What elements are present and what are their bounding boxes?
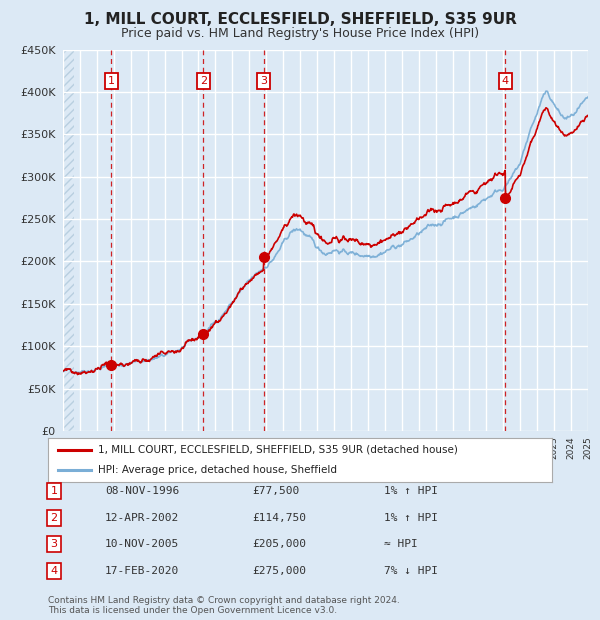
Text: 2017: 2017 (448, 436, 457, 459)
Text: 2019: 2019 (482, 436, 491, 459)
Text: 2010: 2010 (329, 436, 338, 459)
Text: 1998: 1998 (126, 436, 135, 459)
Text: 7% ↓ HPI: 7% ↓ HPI (384, 566, 438, 576)
Text: 2: 2 (50, 513, 58, 523)
Text: 1995: 1995 (76, 436, 85, 459)
Text: 2025: 2025 (583, 436, 592, 459)
Text: ≈ HPI: ≈ HPI (384, 539, 418, 549)
Text: 2: 2 (200, 76, 207, 86)
Text: £275,000: £275,000 (252, 566, 306, 576)
Text: 10-NOV-2005: 10-NOV-2005 (105, 539, 179, 549)
Text: £205,000: £205,000 (252, 539, 306, 549)
Text: 2015: 2015 (414, 436, 423, 459)
Text: 1% ↑ HPI: 1% ↑ HPI (384, 513, 438, 523)
Text: HPI: Average price, detached house, Sheffield: HPI: Average price, detached house, Shef… (98, 465, 337, 476)
Text: 1: 1 (50, 486, 58, 496)
Text: 4: 4 (502, 76, 509, 86)
Text: 1997: 1997 (109, 436, 118, 459)
Text: 2020: 2020 (499, 436, 508, 459)
Text: 3: 3 (50, 539, 58, 549)
Text: 2007: 2007 (278, 436, 287, 459)
Text: 2004: 2004 (228, 436, 237, 459)
Text: 4: 4 (50, 566, 58, 576)
Text: 1999: 1999 (143, 436, 152, 459)
Text: 08-NOV-1996: 08-NOV-1996 (105, 486, 179, 496)
Text: 3: 3 (260, 76, 267, 86)
Text: 1% ↑ HPI: 1% ↑ HPI (384, 486, 438, 496)
Text: 17-FEB-2020: 17-FEB-2020 (105, 566, 179, 576)
Text: 2001: 2001 (177, 436, 186, 459)
Text: Contains HM Land Registry data © Crown copyright and database right 2024.
This d: Contains HM Land Registry data © Crown c… (48, 596, 400, 615)
Text: 2011: 2011 (346, 436, 355, 459)
Text: 1: 1 (108, 76, 115, 86)
Text: 2018: 2018 (465, 436, 474, 459)
Text: 1, MILL COURT, ECCLESFIELD, SHEFFIELD, S35 9UR (detached house): 1, MILL COURT, ECCLESFIELD, SHEFFIELD, S… (98, 445, 458, 455)
Text: 2009: 2009 (313, 436, 322, 459)
Text: 1, MILL COURT, ECCLESFIELD, SHEFFIELD, S35 9UR: 1, MILL COURT, ECCLESFIELD, SHEFFIELD, S… (83, 12, 517, 27)
Text: 2012: 2012 (364, 436, 373, 459)
Text: 2005: 2005 (245, 436, 254, 459)
Text: 12-APR-2002: 12-APR-2002 (105, 513, 179, 523)
Text: 2006: 2006 (262, 436, 271, 459)
Text: 2014: 2014 (397, 436, 406, 459)
Text: 2003: 2003 (211, 436, 220, 459)
Text: 2000: 2000 (160, 436, 169, 459)
Text: 2016: 2016 (431, 436, 440, 459)
Text: 2008: 2008 (296, 436, 305, 459)
Text: 2022: 2022 (533, 436, 542, 459)
Text: Price paid vs. HM Land Registry's House Price Index (HPI): Price paid vs. HM Land Registry's House … (121, 27, 479, 40)
Text: 1994: 1994 (58, 436, 67, 459)
Text: £77,500: £77,500 (252, 486, 299, 496)
Text: 2013: 2013 (380, 436, 389, 459)
Text: 2021: 2021 (516, 436, 525, 459)
Text: £114,750: £114,750 (252, 513, 306, 523)
Text: 2002: 2002 (194, 436, 203, 459)
Text: 1996: 1996 (92, 436, 101, 459)
Text: 2023: 2023 (550, 436, 559, 459)
Text: 2024: 2024 (566, 436, 575, 459)
